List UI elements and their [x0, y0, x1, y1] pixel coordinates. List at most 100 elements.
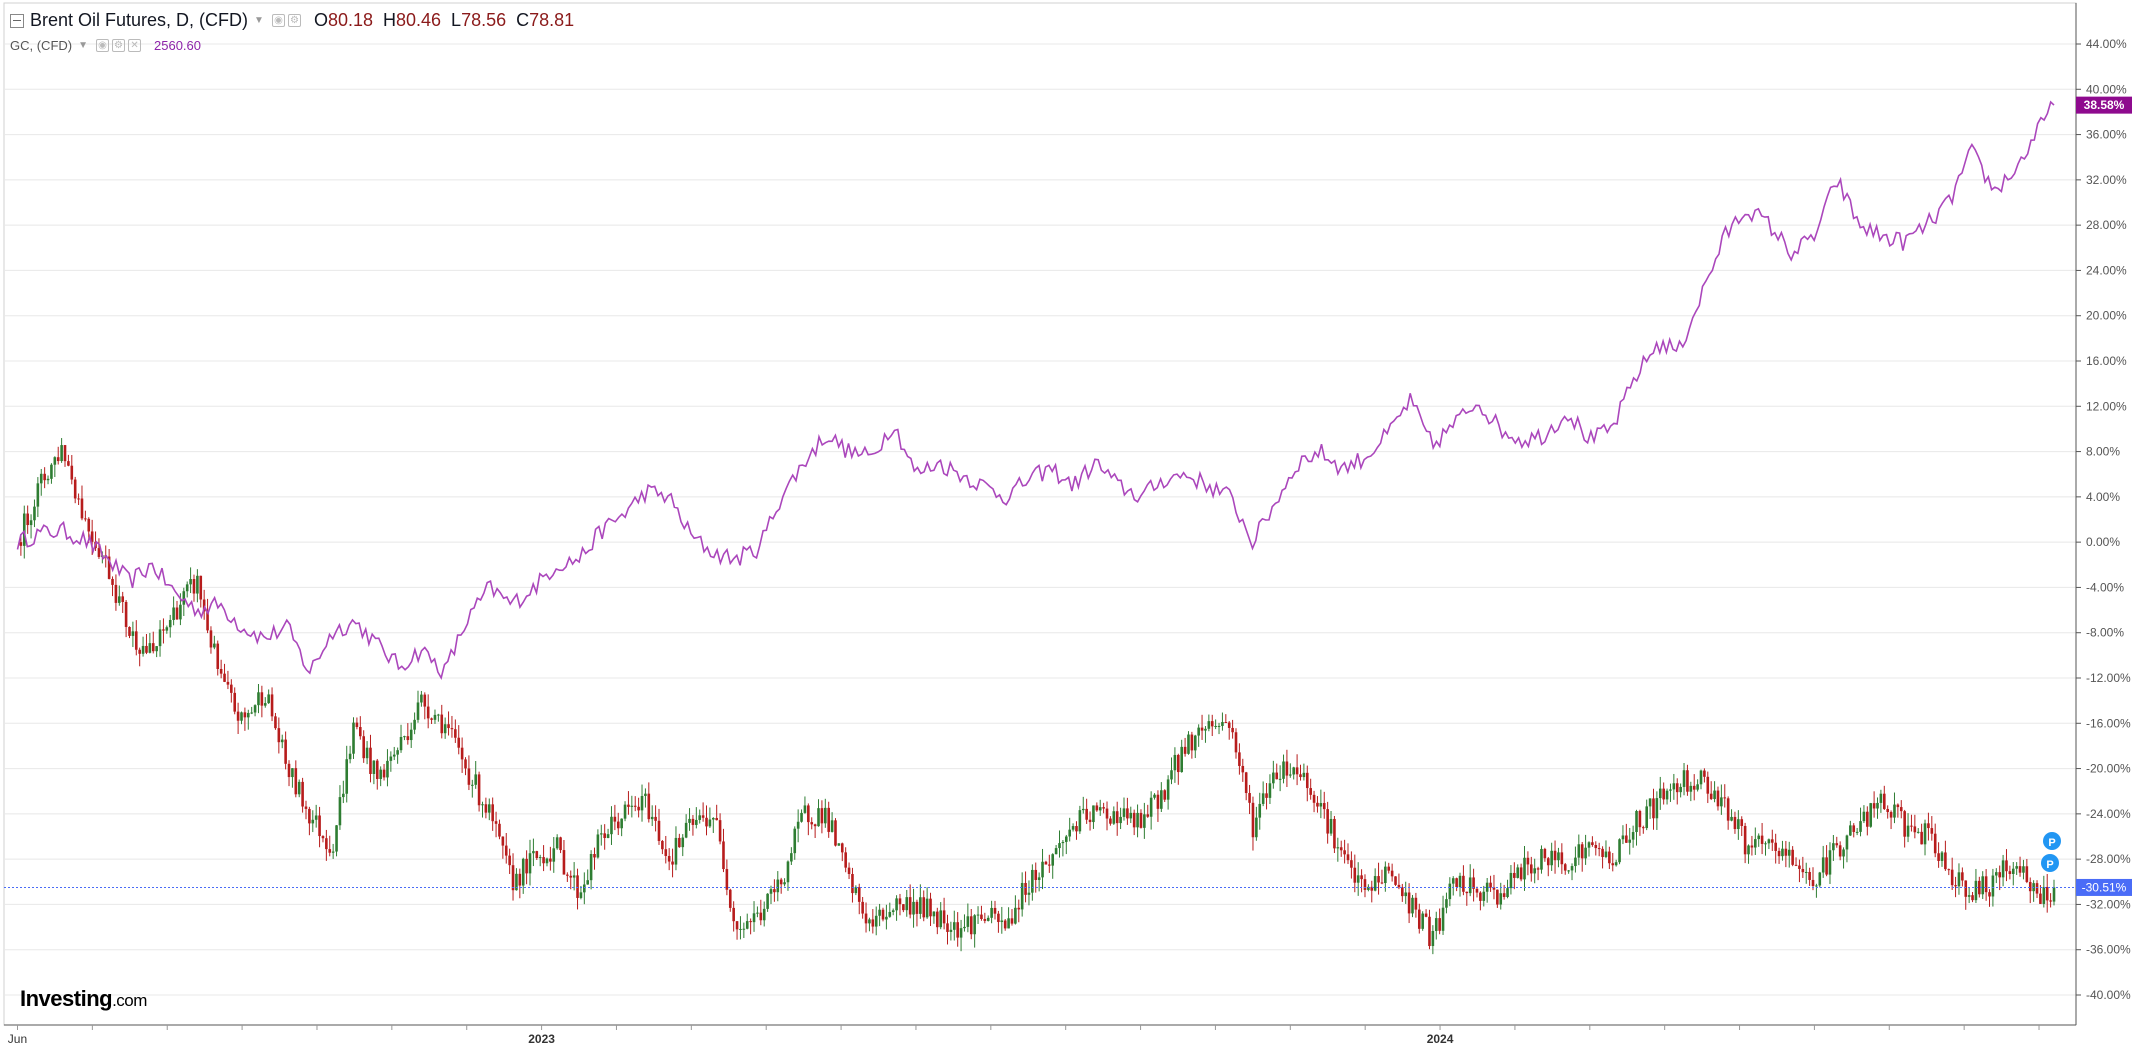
oil-candle-body: [433, 714, 437, 720]
compare-series-title[interactable]: GC, (CFD): [10, 38, 73, 53]
compare-series-value: 2560.60: [154, 38, 202, 53]
oil-candle-body: [1485, 882, 1489, 892]
oil-candle-body: [1950, 869, 1954, 886]
open-value: 80.18: [327, 10, 373, 30]
oil-candle-body: [342, 793, 345, 798]
oil-candle-body: [905, 897, 909, 911]
oil-candle-body: [403, 736, 406, 738]
oil-candle-body: [2052, 887, 2056, 902]
oil-candle-body: [742, 928, 746, 930]
gold-line-path: [16, 100, 2055, 681]
oil-candle-body: [1061, 841, 1065, 844]
oil-candle-body: [77, 498, 80, 500]
oil-candle-body: [474, 774, 478, 785]
oil-candle-body: [644, 793, 647, 796]
oil-candle-body: [1380, 882, 1384, 884]
oil-candle-body: [997, 913, 1000, 923]
oil-candle-body: [1136, 812, 1139, 828]
y-tick-label: 40.00%: [2086, 82, 2127, 96]
oil-candle-body: [1312, 794, 1316, 803]
marker-upper-circle[interactable]: [2043, 832, 2061, 850]
oil-candle-body: [1207, 721, 1211, 729]
main-series-title[interactable]: Brent Oil Futures, D, (CFD): [30, 10, 249, 30]
oil-candle-body: [345, 759, 349, 794]
oil-candle-body: [1353, 867, 1357, 883]
oil-candle-body: [1621, 835, 1625, 840]
oil-candle-body: [1333, 818, 1336, 849]
gold-current-badge-label: 38.58%: [2084, 98, 2125, 112]
oil-candle-body: [728, 889, 732, 908]
price-axis[interactable]: 44.00% 40.00% 36.00% 32.00% 28.00% 24.00% 20.0…: [2076, 37, 2131, 1002]
oil-candle-body: [311, 819, 315, 824]
oil-candle-body: [518, 873, 522, 886]
oil-candle-body: [1567, 870, 1570, 872]
collapse-icon[interactable]: [10, 13, 24, 28]
oil-candle-body: [1971, 895, 1974, 901]
oil-candle-body: [583, 884, 586, 893]
oil-candle-body: [586, 880, 590, 885]
eye-icon[interactable]: ◉: [96, 39, 110, 52]
oil-candle-body: [416, 702, 420, 720]
oil-candle-body: [1448, 883, 1452, 900]
oil-candle-body: [840, 843, 844, 853]
oil-candle-body: [857, 887, 861, 902]
oil-candle-body: [847, 867, 851, 875]
oil-candle-body: [1560, 852, 1564, 865]
position-marker-upper[interactable]: P: [2043, 832, 2061, 850]
oil-candle-body: [1173, 754, 1177, 771]
settings-icon[interactable]: ⚙: [112, 39, 126, 52]
oil-candle-body: [1204, 728, 1207, 731]
oil-candle-body: [566, 874, 569, 876]
oil-candle-body: [508, 855, 511, 866]
oil-candle-body: [1251, 802, 1255, 838]
oil-candle-body: [1193, 735, 1197, 751]
oil-candle-body: [1832, 843, 1835, 851]
oil-candle-body: [1920, 831, 1923, 845]
oil-candle-body: [773, 889, 776, 893]
oil-candle-body: [359, 727, 362, 737]
oil-candle-body: [1112, 811, 1116, 824]
oil-candle-body: [562, 850, 566, 875]
oil-candle-body: [1217, 725, 1221, 727]
oil-candle-body: [1764, 843, 1767, 845]
oil-candle-body: [939, 910, 943, 928]
oil-candle-body: [409, 729, 413, 741]
position-marker-lower[interactable]: P: [2041, 854, 2059, 872]
oil-candle-body: [1492, 887, 1496, 890]
y-tick-label: -40.00%: [2086, 988, 2131, 1002]
oil-candle-body: [1940, 852, 1944, 861]
oil-candle-body: [572, 875, 576, 878]
oil-candle-body: [786, 861, 790, 883]
oil-candle-body: [128, 626, 131, 636]
oil-candle-body: [885, 916, 888, 920]
oil-candle-body: [966, 916, 970, 927]
oil-candle-body: [1913, 826, 1917, 833]
oil-candle-body: [1906, 825, 1910, 837]
oil-candle-body: [1529, 864, 1533, 874]
eye-icon[interactable]: ◉: [271, 14, 285, 27]
time-axis[interactable]: Jun 2023 2024: [8, 1025, 2040, 1046]
oil-candle-body: [352, 722, 355, 754]
oil-candle-body: [691, 818, 695, 825]
oil-candle-body: [796, 821, 800, 829]
oil-candle-body: [1163, 790, 1167, 800]
settings-icon[interactable]: ⚙: [287, 14, 301, 27]
chevron-down-icon[interactable]: ▼: [254, 15, 264, 26]
oil-candle-body: [630, 805, 634, 807]
oil-candle-body: [1468, 877, 1472, 894]
oil-candle-body: [813, 824, 817, 827]
oil-candle-body: [681, 837, 685, 848]
oil-candle-body: [314, 815, 318, 820]
oil-candle-body: [179, 604, 182, 620]
oil-candle-body: [1533, 868, 1536, 874]
oil-candle-body: [1499, 893, 1503, 905]
x-tick-label: Jun: [8, 1032, 27, 1046]
oil-candle-body: [375, 760, 379, 779]
y-tick-label: -32.00%: [2086, 897, 2131, 911]
close-label: C: [516, 10, 530, 30]
chevron-down-icon[interactable]: ▼: [78, 40, 89, 51]
close-icon[interactable]: ✕: [128, 39, 142, 52]
oil-candle-body: [1255, 817, 1258, 838]
marker-lower-circle[interactable]: [2041, 854, 2059, 872]
